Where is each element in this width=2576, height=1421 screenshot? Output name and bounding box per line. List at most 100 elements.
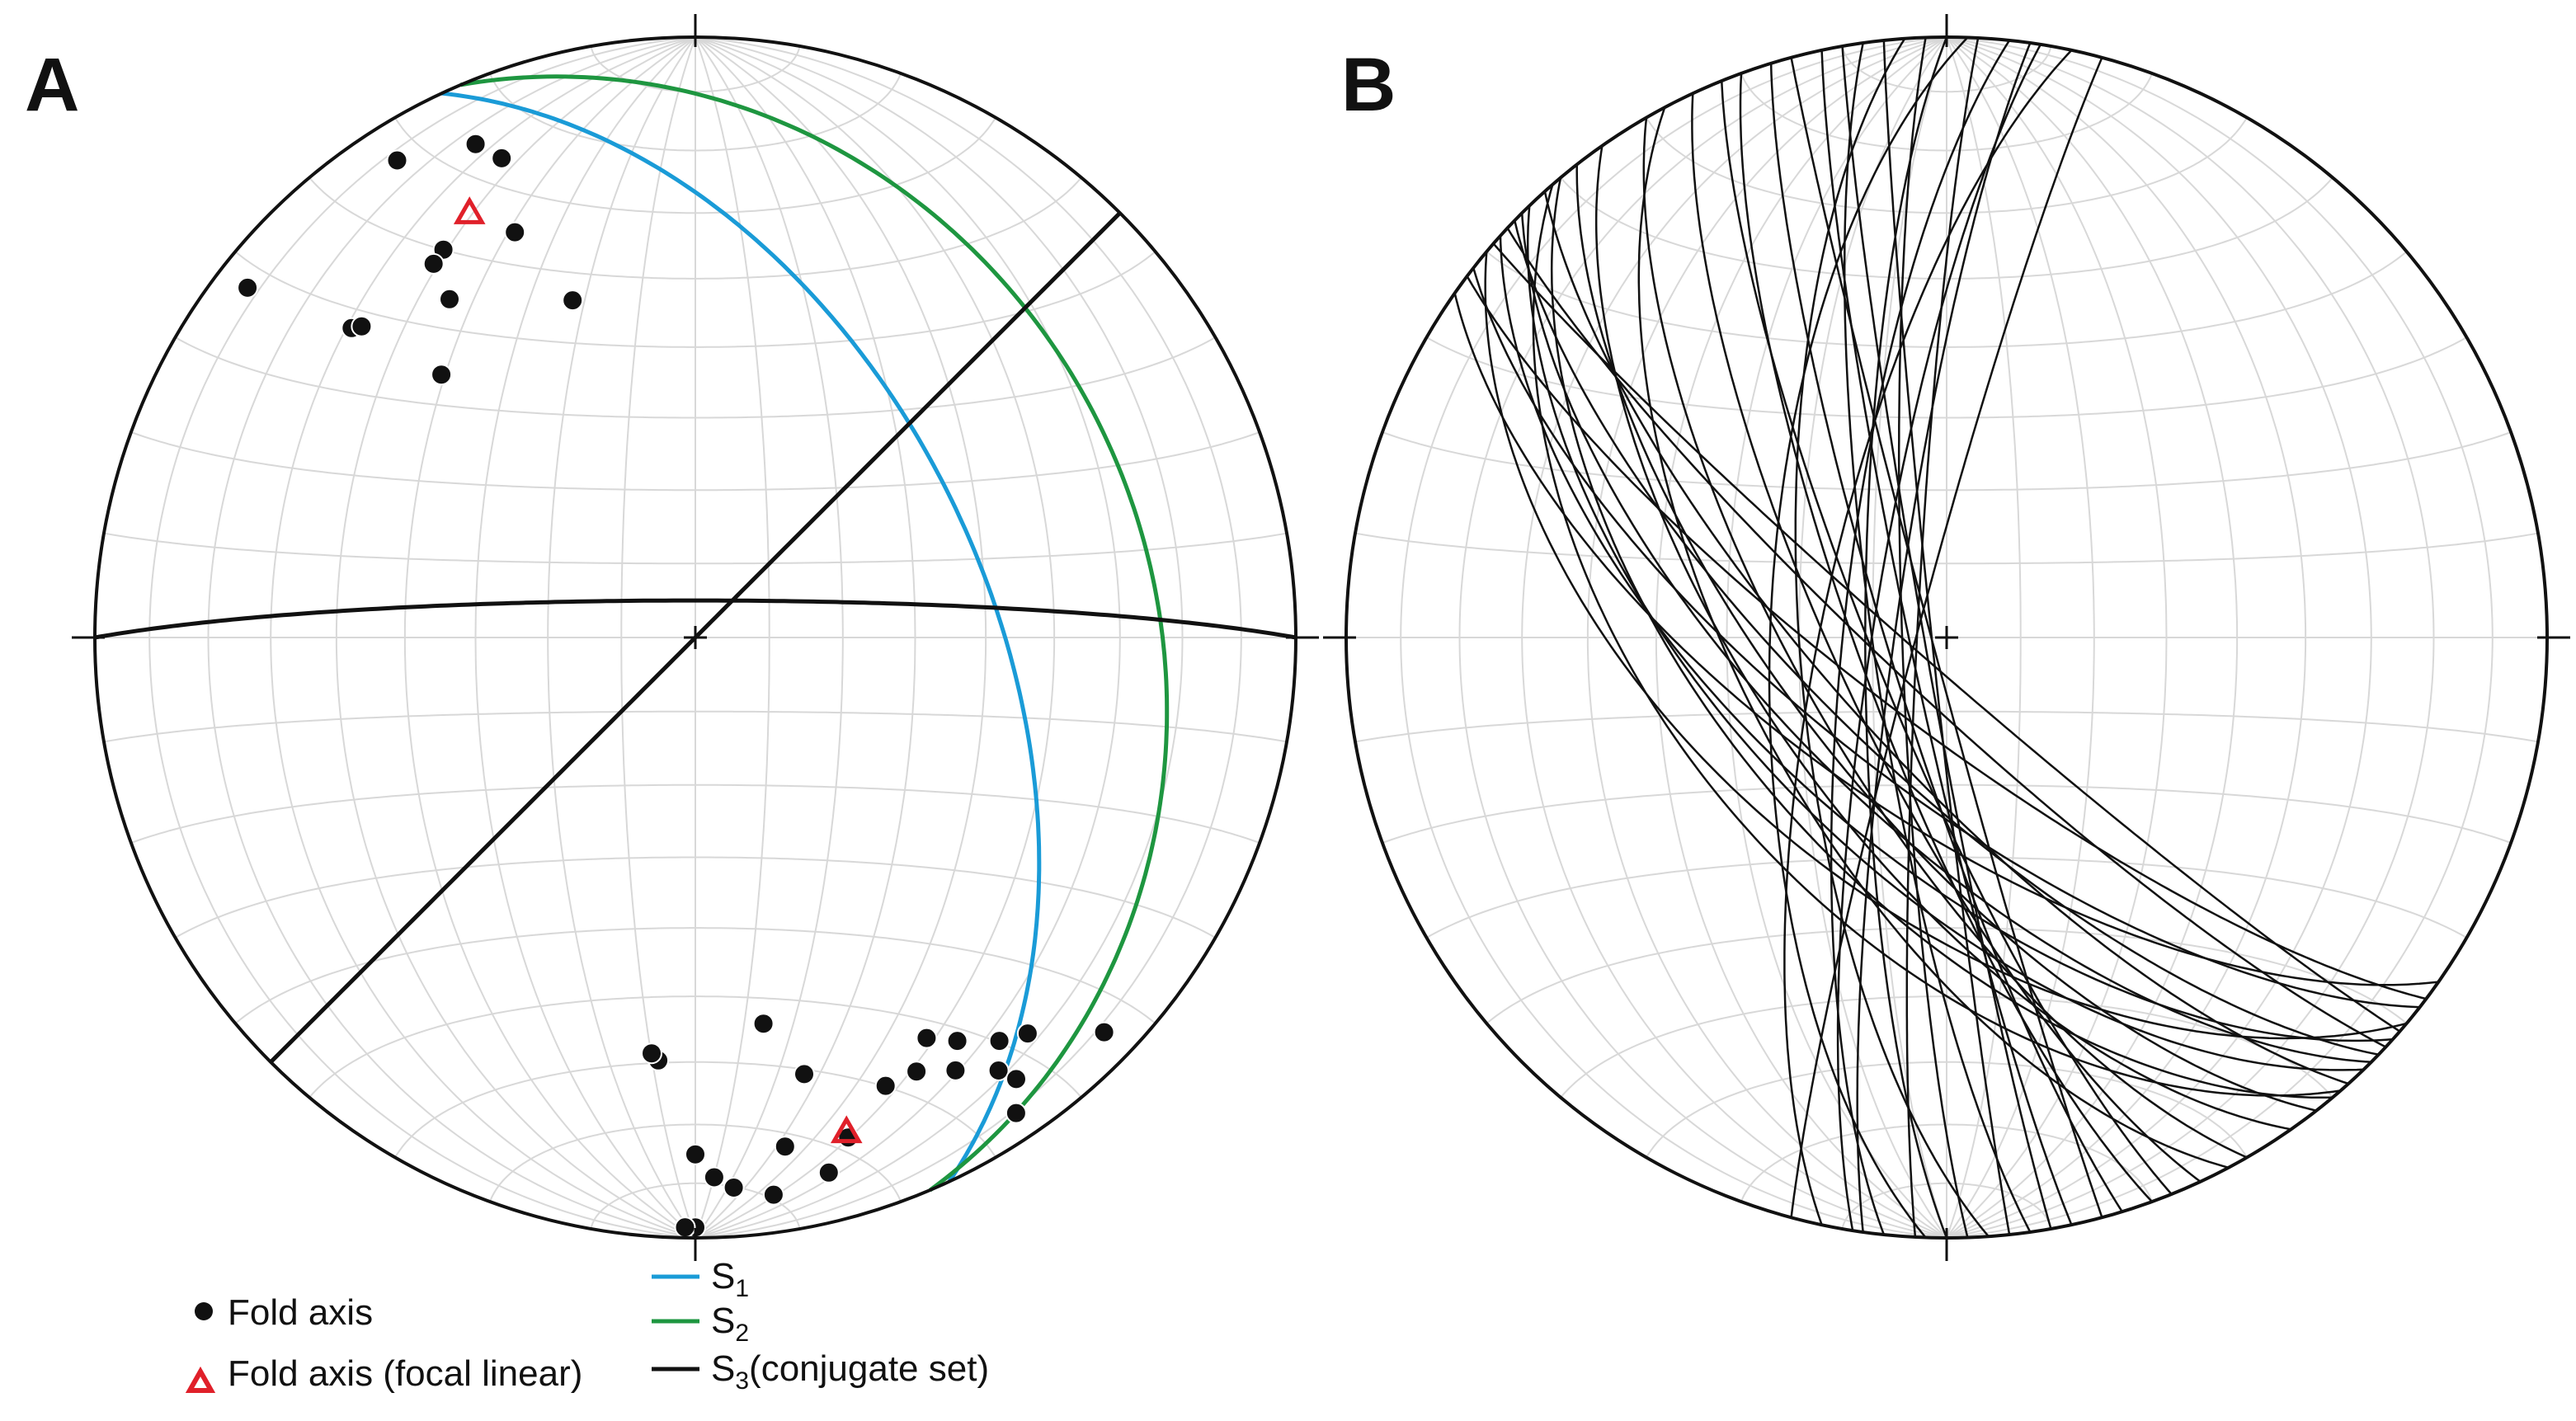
- plane-trace: [1550, 177, 2333, 1099]
- plane-trace: [1453, 293, 2439, 986]
- grid-small-circle: [394, 117, 996, 214]
- plane-trace: [1830, 40, 2011, 1235]
- plane-trace: [1790, 57, 2103, 1218]
- stereonet-a-points: [237, 133, 1115, 1239]
- fold-axis-point: [987, 1060, 1010, 1081]
- plane-trace: [1769, 63, 2123, 1212]
- plane-trace: [1642, 117, 2248, 1159]
- plane-trace: [1843, 42, 2032, 1233]
- stereonet-a-grid: [95, 36, 1296, 1239]
- plane-trace: [1820, 49, 2073, 1226]
- plane-trace: [1499, 235, 2394, 1042]
- plane-trace: [1526, 205, 2364, 1071]
- plane-trace: [1506, 227, 2386, 1048]
- grid-small-circle: [1486, 251, 2408, 348]
- plane-trace: [1484, 252, 2408, 1040]
- stereonet-b-planes: [1453, 36, 2439, 1239]
- legend: Fold axis Fold axis (focal linear) S1 S2…: [185, 1256, 989, 1395]
- grid-small-circle: [175, 336, 1216, 419]
- grid-small-circle: [489, 73, 902, 152]
- panel-label-a: A: [25, 43, 79, 127]
- fold-axis-point: [439, 288, 460, 310]
- fold-axis-point: [422, 252, 445, 275]
- plane-trace: [1783, 49, 2073, 1226]
- grid-small-circle: [1354, 532, 2539, 565]
- fold-axis-point: [562, 289, 584, 312]
- stereonet-b: [1323, 14, 2570, 1261]
- plane-trace: [1514, 220, 2379, 1056]
- grid-small-circle: [234, 927, 1156, 1024]
- plane-s3a: [94, 598, 1297, 640]
- stereonet-a: [72, 14, 1319, 1261]
- plane-trace: [1794, 38, 1990, 1237]
- fold-axis-point: [946, 1030, 968, 1052]
- fold-axis-point: [431, 364, 453, 386]
- grid-small-circle: [1740, 73, 2153, 152]
- fold-axis-point: [237, 276, 259, 299]
- plane-trace: [1594, 145, 2291, 1131]
- fold-axis-point: [641, 1042, 662, 1065]
- plane-trace: [1836, 44, 2041, 1231]
- stereonet-b-frame: [1323, 14, 2570, 1261]
- fold-axis-point: [794, 1063, 815, 1085]
- legend-focal-label: Fold axis (focal linear): [228, 1353, 582, 1394]
- grid-small-circle: [590, 1182, 801, 1230]
- fold-axis-point: [491, 147, 513, 169]
- fold-axis-point: [1005, 1102, 1027, 1124]
- grid-small-circle: [130, 431, 1260, 492]
- grid-small-circle: [130, 783, 1260, 844]
- fold-axis-point: [906, 1061, 928, 1083]
- fold-axis-point: [817, 1161, 840, 1183]
- plane-trace: [1897, 37, 1969, 1238]
- fold-axis-point: [988, 1030, 1010, 1052]
- grid-small-circle: [1426, 856, 2467, 939]
- grid-small-circle: [1354, 710, 2539, 743]
- plane-s1: [441, 91, 1042, 1183]
- fold-axis-point: [351, 315, 373, 337]
- fold-axis-point: [762, 1183, 784, 1206]
- fold-axis-point: [752, 1013, 775, 1035]
- plane-trace: [1543, 191, 2349, 1085]
- plane-trace: [1532, 184, 2341, 1097]
- fold-axis-point: [703, 1166, 725, 1188]
- grid-small-circle: [175, 856, 1216, 939]
- plane-trace: [1864, 36, 1948, 1239]
- stereonet-a-frame: [72, 14, 1319, 1261]
- legend-s1-label: S1: [711, 1256, 749, 1302]
- grid-small-circle: [308, 176, 1082, 280]
- legend-focal-marker: [185, 1366, 216, 1393]
- plane-trace: [1637, 106, 2230, 1169]
- fold-axis-point: [944, 1059, 967, 1081]
- grid-small-circle: [234, 251, 1156, 348]
- grid-small-circle: [489, 1123, 902, 1202]
- grid-small-circle: [1382, 431, 2512, 492]
- legend-fold-axis-marker: [195, 1302, 213, 1320]
- grid-small-circle: [1841, 45, 2052, 93]
- grid-small-circle: [103, 710, 1288, 743]
- fold-axis-point: [674, 1216, 696, 1239]
- grid-small-circle: [103, 532, 1288, 565]
- plane-trace: [1856, 42, 2032, 1233]
- fold-axis-point: [464, 133, 487, 155]
- panel-label-b: B: [1341, 43, 1396, 127]
- plane-trace: [1721, 80, 2173, 1195]
- grid-small-circle: [1560, 176, 2333, 280]
- focal-linear-point: [453, 196, 486, 224]
- grid-small-circle: [394, 1061, 996, 1158]
- fold-axis-point: [874, 1075, 897, 1097]
- grid-small-circle: [1646, 117, 2248, 214]
- fold-axis-point: [1016, 1023, 1038, 1045]
- plane-trace: [1466, 275, 2427, 1000]
- fold-axis-point: [386, 149, 408, 172]
- grid-small-circle: [1740, 1123, 2153, 1202]
- plane-s2: [460, 74, 1170, 1193]
- plane-trace: [1739, 73, 2153, 1202]
- grid-small-circle: [308, 995, 1082, 1099]
- plane-trace: [1841, 46, 2052, 1230]
- legend-s3-label: S3(conjugate set): [711, 1348, 989, 1395]
- grid-small-circle: [1382, 783, 2512, 844]
- stereonet-b-grid: [1346, 36, 2547, 1239]
- legend-fold-axis-label: Fold axis: [228, 1292, 373, 1333]
- focal-linear-point: [830, 1115, 863, 1144]
